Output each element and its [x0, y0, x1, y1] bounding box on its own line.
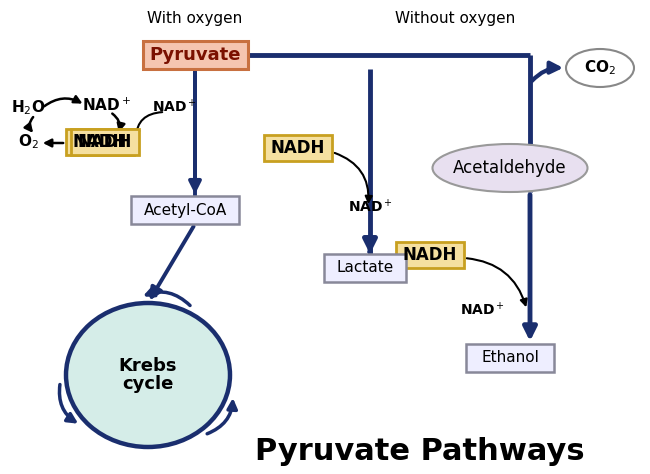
FancyBboxPatch shape [264, 135, 332, 161]
Text: CO$_2$: CO$_2$ [584, 59, 616, 77]
FancyBboxPatch shape [131, 196, 239, 224]
Text: H$_2$O: H$_2$O [11, 99, 46, 118]
Ellipse shape [566, 49, 634, 87]
Ellipse shape [432, 144, 588, 192]
Text: Lactate: Lactate [337, 261, 394, 275]
Text: Pyruvate Pathways: Pyruvate Pathways [255, 438, 585, 466]
FancyBboxPatch shape [71, 129, 139, 155]
Text: Without oxygen: Without oxygen [395, 10, 515, 26]
Text: Acetaldehyde: Acetaldehyde [453, 159, 567, 177]
Text: NAD$^+$: NAD$^+$ [83, 96, 131, 114]
Text: NADH: NADH [271, 139, 325, 157]
Text: O$_2$: O$_2$ [18, 133, 38, 151]
Ellipse shape [66, 303, 230, 447]
Text: NAD$^+$: NAD$^+$ [460, 301, 505, 319]
Text: NADH: NADH [78, 133, 132, 151]
Text: NAD$^+$: NAD$^+$ [348, 198, 393, 216]
Text: With oxygen: With oxygen [148, 10, 242, 26]
Text: Ethanol: Ethanol [481, 350, 539, 365]
FancyBboxPatch shape [142, 41, 248, 69]
Text: NADH: NADH [403, 246, 457, 264]
Text: NAD$^+$: NAD$^+$ [152, 98, 197, 116]
FancyBboxPatch shape [66, 129, 134, 155]
FancyBboxPatch shape [396, 242, 464, 268]
Text: cycle: cycle [122, 375, 174, 393]
Text: Pyruvate: Pyruvate [150, 46, 240, 64]
FancyBboxPatch shape [466, 344, 554, 372]
FancyBboxPatch shape [324, 254, 406, 282]
Text: Acetyl-CoA: Acetyl-CoA [144, 202, 227, 218]
Text: NADH: NADH [73, 133, 127, 151]
Text: Krebs: Krebs [119, 357, 177, 375]
